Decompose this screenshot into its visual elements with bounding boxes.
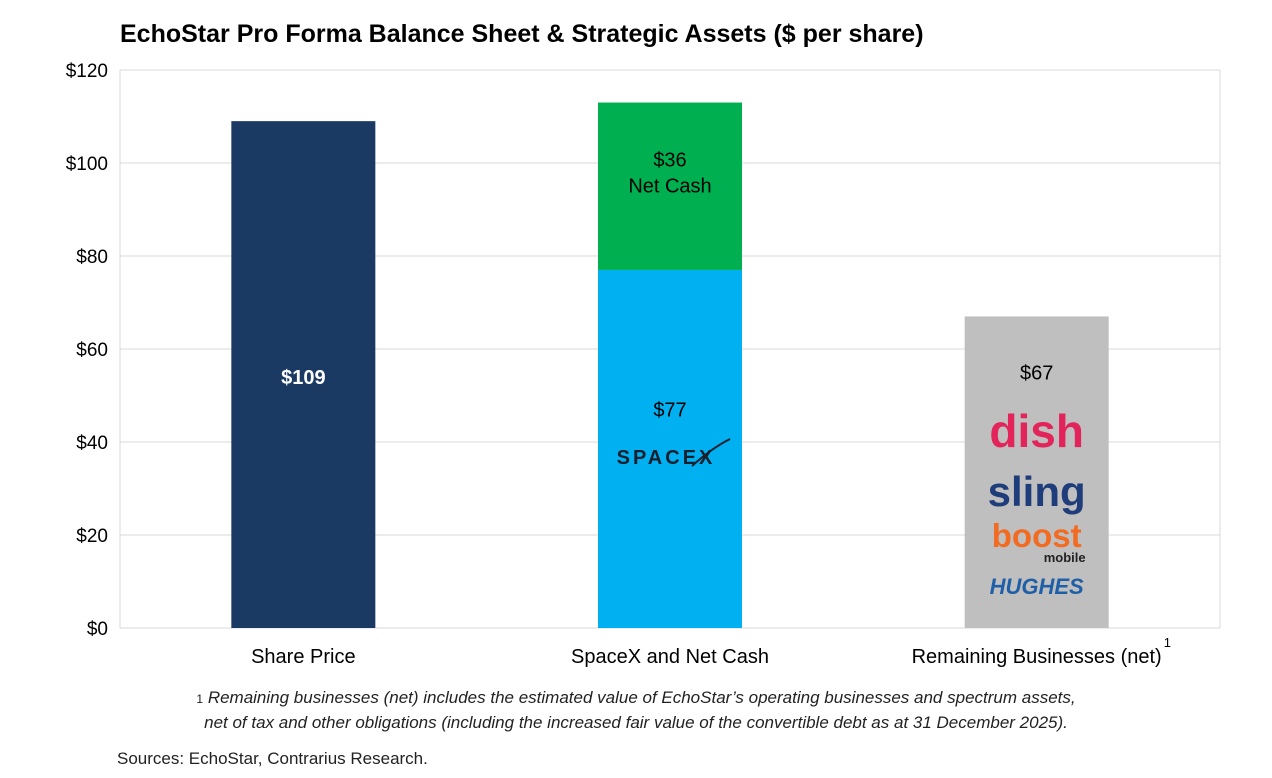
bar-segment xyxy=(598,269,742,628)
data-label: $36 xyxy=(653,149,686,171)
data-label: $109 xyxy=(281,367,326,389)
bar-segment xyxy=(598,102,742,270)
sources-note: Sources: EchoStar, Contrarius Research. xyxy=(117,749,428,768)
x-category-label: Share Price xyxy=(251,646,356,668)
y-tick-label: $20 xyxy=(76,526,108,547)
x-category-label: Remaining Businesses (net) xyxy=(912,646,1162,668)
bar-segment xyxy=(231,121,376,629)
y-tick-label: $0 xyxy=(87,619,108,640)
boost-mobile-text: mobile xyxy=(1044,550,1086,565)
spacex-logo: SPACEX xyxy=(617,447,716,469)
y-tick-label: $60 xyxy=(76,340,108,361)
footnote-marker: 1 xyxy=(196,692,204,706)
sling-logo: sling xyxy=(988,468,1086,515)
y-tick-label: $120 xyxy=(66,61,108,82)
hughes-logo: HUGHES xyxy=(990,574,1084,599)
footnote-line-2: net of tax and other obligations (includ… xyxy=(204,713,1068,732)
bar-segment xyxy=(964,316,1109,628)
footnote-text-1: Remaining businesses (net) includes the … xyxy=(207,688,1076,707)
footnote-line-1: 1 Remaining businesses (net) includes th… xyxy=(40,688,1232,708)
chart-title: EchoStar Pro Forma Balance Sheet & Strat… xyxy=(120,20,924,48)
y-tick-label: $40 xyxy=(76,433,108,454)
boost-logo: boost xyxy=(992,517,1082,554)
y-tick-label: $80 xyxy=(76,247,108,268)
spacex-swoosh-icon xyxy=(691,438,731,467)
data-label: Net Cash xyxy=(628,175,711,197)
data-label: $77 xyxy=(653,399,686,421)
data-label: $67 xyxy=(1020,362,1053,384)
x-category-label: SpaceX and Net Cash xyxy=(571,646,769,668)
category-footnote-marker: 1 xyxy=(1164,635,1171,650)
y-tick-label: $100 xyxy=(66,154,108,175)
dish-logo: dish xyxy=(989,405,1084,457)
